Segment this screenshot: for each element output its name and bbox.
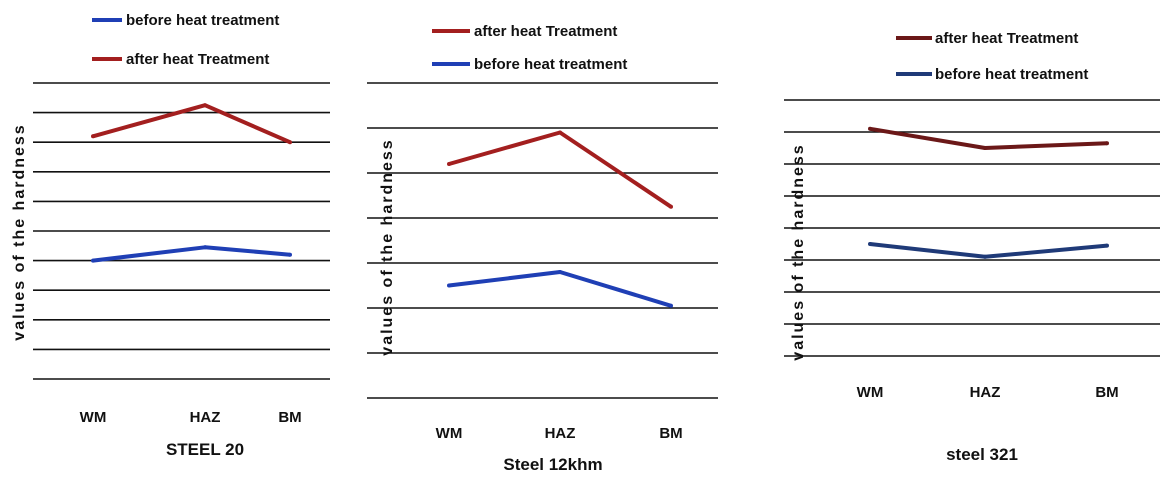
y-axis-label: values of the hardness	[11, 123, 28, 340]
x-tick-label: HAZ	[190, 409, 221, 426]
data-point	[558, 270, 562, 274]
data-point	[203, 245, 207, 250]
x-tick-label: WM	[80, 409, 107, 426]
series-line	[448, 130, 673, 209]
data-point	[868, 242, 872, 246]
x-tick-label: BM	[1095, 384, 1118, 401]
chart-title: Steel 12khm	[503, 455, 602, 474]
legend-label: before heat treatment	[474, 56, 627, 73]
series-line	[448, 270, 672, 308]
legend-label: before heat treatment	[935, 66, 1088, 83]
legend-label: before heat treatment	[126, 12, 279, 29]
legend: after heat Treatment before heat treatme…	[896, 30, 1088, 83]
x-tick-label: HAZ	[970, 384, 1001, 401]
x-tick-label: WM	[857, 384, 884, 401]
chart-title: STEEL 20	[166, 440, 244, 459]
y-axis-label: values of the hardness	[790, 143, 807, 360]
x-tick-labels: WM HAZ BM	[80, 409, 302, 426]
legend-label: after heat Treatment	[935, 30, 1078, 47]
chart-steel-12khm: after heat Treatment before heat treatme…	[367, 23, 718, 474]
data-point	[91, 134, 95, 139]
y-axis-label: values of the hardness	[379, 138, 396, 355]
grid-lines	[367, 82, 718, 399]
x-tick-label: HAZ	[545, 425, 576, 442]
data-point	[447, 162, 451, 166]
chart-steel-20: before heat treatment after heat Treatme…	[11, 12, 330, 459]
data-point	[669, 303, 673, 308]
x-tick-label: WM	[436, 425, 463, 442]
data-point	[1105, 141, 1109, 146]
series-line	[92, 245, 291, 263]
chart-steel-321: after heat Treatment before heat treatme…	[784, 30, 1160, 464]
series-layer	[91, 103, 292, 263]
data-point	[983, 254, 987, 259]
x-tick-labels: WM HAZ BM	[436, 425, 683, 442]
series-line	[869, 242, 1108, 259]
data-point	[447, 283, 451, 288]
data-point	[1105, 243, 1109, 248]
legend: before heat treatment after heat Treatme…	[92, 12, 279, 68]
x-tick-labels: WM HAZ BM	[857, 384, 1119, 401]
data-point	[669, 204, 673, 209]
legend: after heat Treatment before heat treatme…	[432, 23, 627, 73]
data-point	[288, 252, 292, 257]
data-point	[868, 126, 872, 131]
data-point	[91, 258, 95, 263]
data-point	[558, 130, 562, 135]
series-layer	[868, 126, 1109, 259]
series-layer	[447, 130, 673, 308]
x-tick-label: BM	[278, 409, 301, 426]
data-point	[203, 103, 207, 108]
series-line	[92, 103, 291, 145]
grid-lines	[784, 99, 1160, 357]
chart-title: steel 321	[946, 445, 1018, 464]
legend-label: after heat Treatment	[474, 23, 617, 40]
x-tick-label: BM	[659, 425, 682, 442]
legend-label: after heat Treatment	[126, 51, 269, 68]
data-point	[983, 146, 987, 150]
grid-lines	[33, 82, 330, 380]
data-point	[288, 140, 292, 145]
